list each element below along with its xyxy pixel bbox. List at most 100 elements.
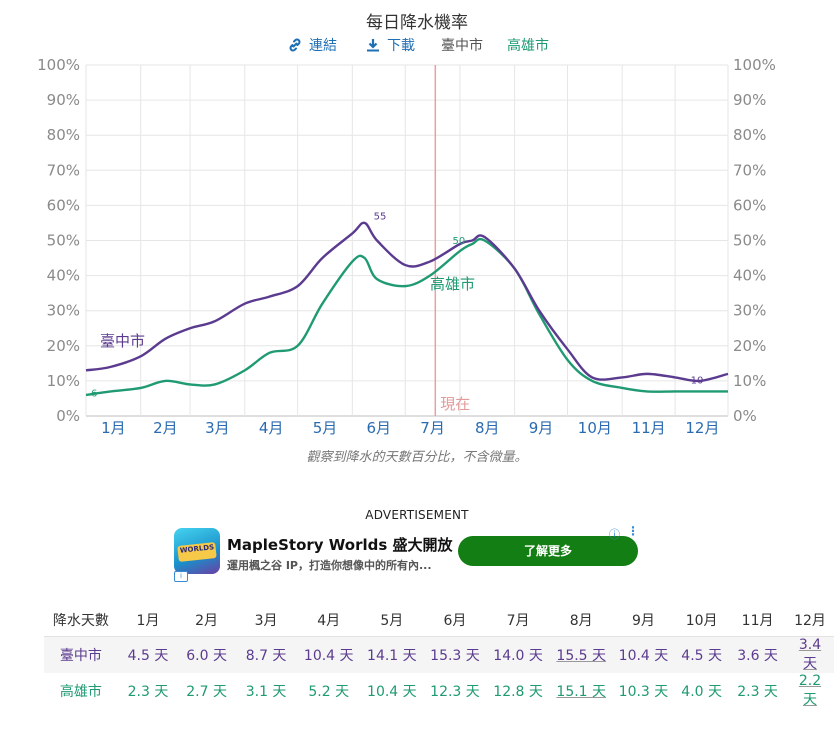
now-label: 現在 <box>440 395 470 413</box>
x-tick-label: 5月 <box>313 419 338 437</box>
y-tick-label-left: 50% <box>47 232 80 250</box>
table-month-header: 9月 <box>632 613 655 629</box>
table-month-header: 3月 <box>254 613 278 629</box>
y-tick-label-left: 90% <box>47 91 80 109</box>
series1-name-label: 臺中市 <box>100 332 145 350</box>
table-cell-value: 10.4 天 <box>367 684 417 700</box>
table-cell: 12.3 天 <box>423 673 486 709</box>
table-cell: 12.8 天 <box>487 673 550 709</box>
chart-title: 每日降水機率 <box>366 13 468 33</box>
table-cell-value: 6.0 天 <box>186 648 227 664</box>
precipitation-chart: 0% 10% 20% 30% 40% 50% 60% 70% 80% 90% 100% 0% 10% 2… <box>37 56 776 437</box>
y-tick-label-right: 60% <box>733 196 766 214</box>
table-cell: 5.2 天 <box>297 673 360 709</box>
table-month-header: 7月 <box>506 613 530 629</box>
series-line <box>85 237 728 397</box>
ad-badge-icon: i <box>174 571 188 582</box>
table-cell-value: 15.3 天 <box>430 648 480 664</box>
table-cell-value: 14.1 天 <box>367 648 417 664</box>
table-cell: 10.4 天 <box>360 673 423 709</box>
ad-description: 運用楓之谷 IP，打造你想像中的所有內... <box>227 559 432 572</box>
table-cell: 3.6 天 <box>729 636 786 673</box>
y-tick-label-right: 30% <box>733 302 766 320</box>
table-row: 高雄市 2.3 天 2.7 天 3.1 天 5.2 天 10.4 天 12.3 天 12.8 … <box>44 673 834 709</box>
table-cell: 6.0 天 <box>178 636 235 673</box>
x-tick-label: 1月 <box>101 419 126 437</box>
ad-info-icon[interactable]: ⓘ <box>609 528 620 541</box>
x-tick-label: 7月 <box>420 419 445 437</box>
table-cell: 2.2 天 <box>786 673 834 709</box>
ad-logo[interactable]: WORLDS <box>174 528 220 574</box>
start-label-series2: 6 <box>91 389 97 400</box>
y-tick-label-left: 100% <box>37 56 80 74</box>
series2-toggle[interactable]: 高雄市 <box>507 38 549 54</box>
table-cell-value: 14.0 天 <box>493 648 543 664</box>
y-tick-label-left: 10% <box>47 372 80 390</box>
y-tick-label-right: 70% <box>733 161 766 179</box>
table-cell: 10.3 天 <box>613 673 674 709</box>
ad-title[interactable]: MapleStory Worlds 盛大開放 <box>227 536 453 554</box>
y-tick-label-right: 0% <box>733 407 757 425</box>
table-cell: 14.0 天 <box>486 636 550 673</box>
table-row-label: 臺中市 <box>44 636 118 673</box>
table-month-header: 5月 <box>380 613 404 629</box>
x-tick-label: 6月 <box>367 419 392 437</box>
table-cell: 2.3 天 <box>118 673 178 709</box>
table-cell-value: 4.5 天 <box>127 648 169 664</box>
download-button[interactable]: 下載 <box>365 35 415 55</box>
peak-label-series1: 55 <box>374 211 387 222</box>
series-line <box>85 221 729 383</box>
y-tick-label-left: 70% <box>47 161 80 179</box>
link-button[interactable]: 連結 <box>287 35 337 55</box>
download-icon <box>367 39 379 52</box>
table-cell: 14.1 天 <box>360 636 424 673</box>
table-month-header: 6月 <box>443 613 467 629</box>
table-month-header: 12月 <box>794 613 826 629</box>
series-lines <box>85 221 729 397</box>
table-cell: 15.5 天 <box>549 636 613 673</box>
table-cell-value: 8.7 天 <box>245 648 287 664</box>
ad-banner[interactable]: WORLDS i MapleStory Worlds 盛大開放 運用楓之谷 IP… <box>172 524 642 582</box>
table-cell: 3.4 天 <box>785 636 834 673</box>
x-axis: 1月 2月 3月 4月 5月 6月 7月 8月 9月 10月 11月 12月 <box>101 419 719 437</box>
series2-name-label: 高雄市 <box>430 275 475 293</box>
x-tick-label: 9月 <box>529 419 554 437</box>
y-tick-label-left: 80% <box>47 126 80 144</box>
table-row-label: 高雄市 <box>59 684 102 700</box>
precipitation-days-table: 降水天數 1月 2月 3月 4月 5月 6月 7月 8月 9月 10月 11月 12月 臺中市 4.5 … <box>44 604 834 709</box>
table-header-label: 降水天數 <box>52 613 109 629</box>
y-axis-right: 0% 10% 20% 30% 40% 50% 60% 70% 80% 90% 100% <box>733 56 776 425</box>
table-cell: 2.3 天 <box>729 673 786 709</box>
y-tick-label-left: 40% <box>47 267 80 285</box>
table-month-header: 4月 <box>317 613 341 629</box>
table-cell-value: 3.1 天 <box>245 684 287 700</box>
table-cell-value: 2.3 天 <box>127 684 169 700</box>
chart-toolbar: 連結 下載 臺中市 高雄市 <box>0 35 834 55</box>
table-row: 臺中市 4.5 天 6.0 天 8.7 天 10.4 天 14.1 天 15.3 天 14.0… <box>44 636 834 673</box>
link-label: 連結 <box>309 38 337 54</box>
y-tick-label-right: 50% <box>733 232 766 250</box>
table-cell: 10.4 天 <box>297 636 361 673</box>
table-cell: 8.7 天 <box>235 636 298 673</box>
table-cell-value: 12.8 天 <box>493 684 543 700</box>
ad-menu-icon[interactable]: ⋮ <box>627 524 639 538</box>
table-cell-value: 3.4 天 <box>798 637 822 672</box>
ad-cta-button[interactable]: 了解更多 <box>458 536 638 566</box>
series1-toggle[interactable]: 臺中市 <box>441 38 483 54</box>
table-cell-value: 15.1 天 <box>556 684 607 700</box>
table-cell-value: 3.6 天 <box>737 648 778 664</box>
table-cell: 2.7 天 <box>178 673 235 709</box>
table-cell-value: 15.5 天 <box>556 648 607 664</box>
table-cell-value: 10.3 天 <box>618 684 669 700</box>
table-cell-value: 10.4 天 <box>303 648 354 664</box>
table-cell: 3.1 天 <box>235 673 297 709</box>
x-tick-label: 8月 <box>475 419 500 437</box>
table-cell-value: 4.5 天 <box>681 648 723 664</box>
ad-label: ADVERTISEMENT <box>365 508 469 522</box>
y-tick-label-right: 40% <box>733 267 766 285</box>
table-cell: 4.5 天 <box>674 636 730 673</box>
y-tick-label-right: 10% <box>733 372 766 390</box>
table-month-header: 10月 <box>685 613 718 629</box>
y-tick-label-left: 60% <box>47 196 80 214</box>
table-cell: 15.1 天 <box>550 673 613 709</box>
